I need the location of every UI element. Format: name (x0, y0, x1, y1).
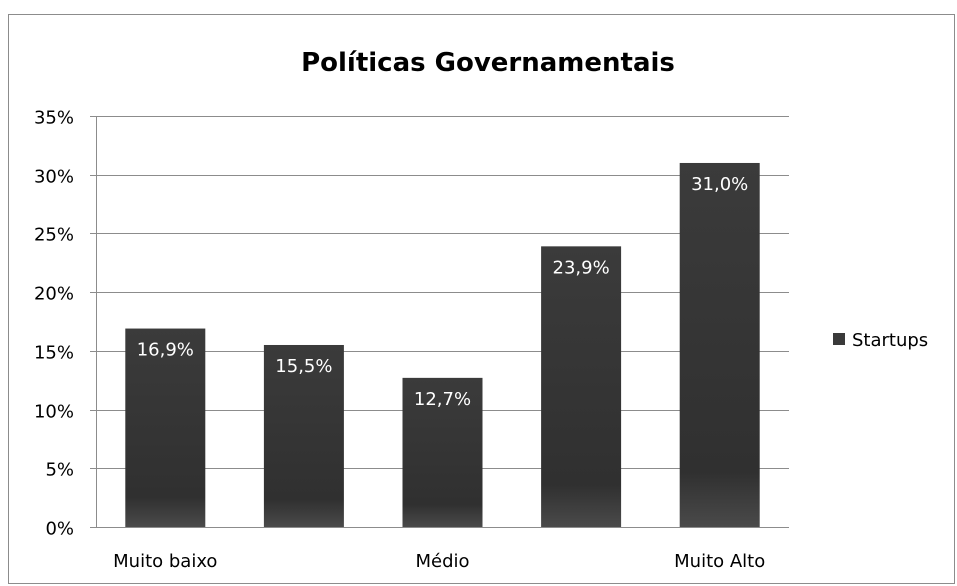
x-tick-label: Médio (415, 551, 469, 572)
x-axis-ticks: Muito baixo Médio Muito Alto (113, 551, 765, 572)
y-tick-label: 10% (34, 402, 74, 423)
data-label: 23,9% (553, 257, 610, 278)
legend: Startups (833, 330, 928, 351)
y-axis-ticks: 0% 5% 10% 15% 20% 25% 30% 35% (34, 108, 74, 540)
y-tick-label: 20% (34, 284, 74, 305)
data-label: 15,5% (275, 356, 332, 377)
y-tick-label: 5% (45, 460, 74, 481)
y-tick-label: 15% (34, 343, 74, 364)
legend-swatch-startups (833, 333, 845, 345)
legend-label-startups: Startups (852, 330, 928, 351)
bar (679, 162, 760, 527)
data-label: 12,7% (414, 389, 471, 410)
y-tick-label: 25% (34, 225, 74, 246)
bar (402, 377, 483, 527)
bar (541, 246, 622, 528)
chart-title: Políticas Governamentais (301, 48, 675, 78)
y-tick-label: 30% (34, 167, 74, 188)
y-tick-label: 35% (34, 108, 74, 129)
gridlines (90, 116, 789, 528)
data-label: 31,0% (691, 174, 748, 195)
bars: 16,9% 15,5% 12,7% 23,9% 31,0% (125, 162, 760, 528)
bar (125, 328, 206, 527)
data-label: 16,9% (137, 340, 194, 361)
bar (263, 344, 344, 527)
x-tick-label: Muito baixo (113, 551, 217, 572)
y-tick-label: 0% (45, 519, 74, 540)
x-tick-label: Muito Alto (674, 551, 765, 572)
